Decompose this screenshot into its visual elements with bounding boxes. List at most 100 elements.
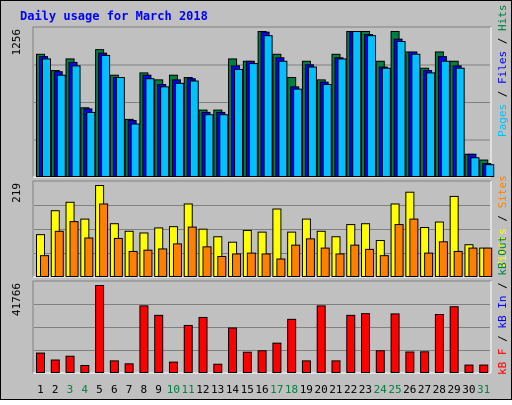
x-tick-day-19: 19 [300, 383, 313, 396]
panel-3-right-legend: kB F / kB In / kB Out [496, 236, 509, 375]
legend-part: kB Out [496, 236, 509, 282]
bar-kb-f-day-2 [50, 359, 60, 374]
bar-pages-day-26 [411, 53, 421, 177]
legend-part: / [496, 335, 509, 348]
x-tick-day-11: 11 [182, 383, 195, 396]
bar-kb-f-day-29 [449, 306, 459, 373]
x-tick-day-16: 16 [255, 383, 268, 396]
x-tick-day-20: 20 [314, 383, 327, 396]
bar-pages-day-6 [115, 77, 125, 177]
legend-part: kB F [496, 349, 509, 376]
bar-kb-f-day-28 [434, 314, 444, 373]
x-tick-day-17: 17 [270, 383, 283, 396]
bar-kb-f-day-30 [464, 364, 474, 373]
panel-1-right-legend: Pages / Files / Hits [496, 5, 509, 138]
bar-kb-f-day-5 [95, 285, 105, 373]
x-tick-day-3: 3 [67, 383, 74, 396]
x-tick-day-23: 23 [359, 383, 372, 396]
bar-kb-f-day-22 [346, 314, 356, 374]
bar-sites-day-23 [365, 248, 375, 277]
bar-kb-f-day-15 [242, 351, 252, 374]
x-tick-day-14: 14 [226, 383, 240, 396]
bar-sites-day-30 [468, 247, 478, 278]
bar-kb-f-day-4 [80, 364, 90, 374]
bar-pages-day-19 [307, 66, 317, 177]
bar-pages-day-8 [145, 78, 155, 177]
legend-part: Visits [496, 228, 509, 268]
bar-pages-day-31 [485, 164, 495, 178]
bar-kb-f-day-17 [272, 342, 282, 374]
x-tick-day-8: 8 [140, 383, 147, 396]
bar-sites-day-20 [320, 247, 330, 278]
bar-sites-day-27 [424, 252, 434, 278]
bar-sites-day-29 [453, 250, 463, 277]
bar-kb-f-day-10 [168, 361, 178, 373]
bar-kb-f-day-23 [361, 313, 371, 374]
x-tick-day-2: 2 [52, 383, 59, 396]
bar-sites-day-14 [232, 253, 242, 277]
bar-sites-day-17 [276, 258, 286, 278]
bar-kb-f-day-12 [198, 316, 208, 373]
x-tick-day-29: 29 [447, 383, 460, 396]
bar-pages-day-17 [278, 60, 288, 177]
bar-sites-day-8 [143, 249, 153, 277]
bar-pages-day-22 [352, 31, 362, 177]
panel-2-ymax-label: 219 [10, 183, 23, 203]
bar-sites-day-25 [394, 224, 404, 278]
panel-2-right-legend: Visits / Sites [496, 175, 509, 268]
bar-sites-day-7 [128, 250, 138, 277]
legend-part: / [496, 215, 509, 228]
x-tick-day-4: 4 [81, 383, 88, 396]
bar-sites-day-2 [54, 230, 64, 277]
x-tick-day-9: 9 [155, 383, 162, 396]
bar-pages-day-21 [337, 58, 347, 177]
bar-sites-day-5 [99, 203, 109, 278]
legend-part: kB In [496, 296, 509, 336]
x-tick-day-6: 6 [111, 383, 118, 396]
bar-pages-day-15 [248, 63, 258, 177]
bar-pages-day-25 [396, 40, 406, 178]
bar-kb-f-day-31 [479, 364, 489, 373]
bar-sites-day-10 [172, 243, 182, 278]
x-tick-day-26: 26 [403, 383, 416, 396]
x-tick-day-25: 25 [388, 383, 401, 396]
bar-pages-day-7 [130, 123, 140, 177]
x-tick-day-12: 12 [196, 383, 209, 396]
bar-pages-day-24 [381, 67, 391, 177]
bar-sites-day-1 [40, 255, 49, 278]
bar-sites-day-18 [291, 244, 301, 278]
chart-title: Daily usage for March 2018 [20, 9, 208, 23]
bar-pages-day-4 [86, 111, 96, 177]
bar-sites-day-16 [261, 253, 271, 277]
bar-pages-day-27 [426, 72, 436, 177]
bar-kb-f-day-7 [124, 363, 134, 373]
x-tick-day-18: 18 [285, 383, 298, 396]
bar-kb-f-day-21 [331, 360, 341, 373]
bar-pages-day-10 [174, 82, 184, 177]
bar-pages-day-11 [189, 80, 199, 177]
bar-sites-day-15 [246, 252, 256, 278]
bar-kb-f-day-16 [257, 350, 267, 374]
bar-kb-f-day-1 [36, 352, 45, 373]
bar-pages-day-30 [470, 157, 480, 178]
bar-kb-f-day-24 [375, 350, 385, 374]
bar-sites-day-9 [158, 248, 168, 278]
bar-pages-day-9 [160, 86, 170, 177]
panel-3-ymax-label: 41766 [10, 283, 23, 316]
x-tick-day-24: 24 [374, 383, 388, 396]
x-tick-day-27: 27 [418, 383, 431, 396]
x-tick-day-22: 22 [344, 383, 357, 396]
x-tick-day-13: 13 [211, 383, 224, 396]
bar-kb-f-day-20 [316, 305, 326, 373]
x-tick-day-31: 31 [477, 383, 490, 396]
bar-pages-day-23 [367, 35, 377, 178]
x-tick-day-15: 15 [241, 383, 254, 396]
bar-kb-f-day-18 [287, 318, 297, 373]
bar-pages-day-3 [71, 65, 81, 177]
bar-sites-day-3 [69, 221, 79, 277]
bar-sites-day-12 [202, 246, 212, 277]
bar-pages-day-14 [234, 68, 244, 177]
bar-pages-day-28 [440, 60, 450, 177]
